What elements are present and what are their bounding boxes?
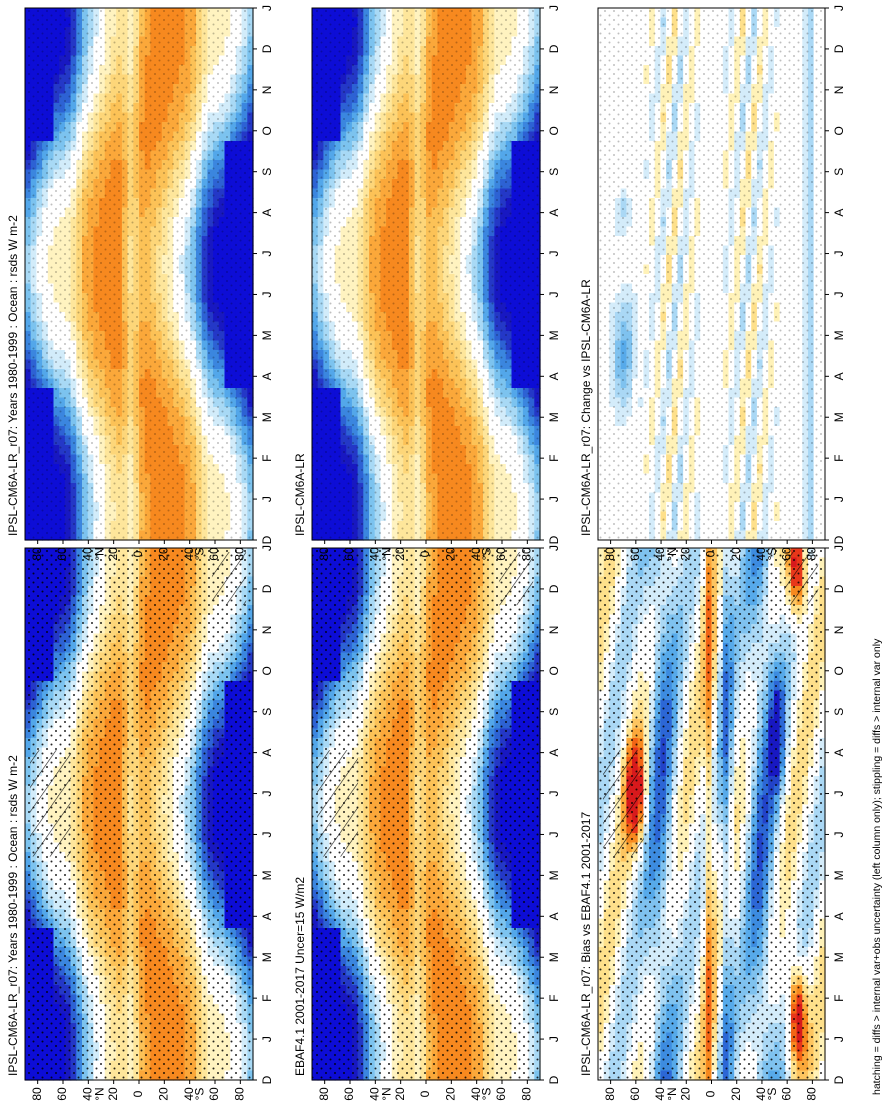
x-tick-label: F xyxy=(260,994,274,1001)
y-tick-label: 80 xyxy=(233,547,247,561)
hemisphere-label: °S xyxy=(193,548,207,561)
x-tick-label: J xyxy=(260,5,274,11)
y-tick-label: 60 xyxy=(55,547,69,561)
x-tick-label: S xyxy=(260,708,274,716)
x-tick-label: J xyxy=(260,831,274,837)
hemisphere-label: °N xyxy=(92,547,106,560)
hemisphere-label: °S xyxy=(193,1088,207,1101)
x-tick-label: M xyxy=(260,952,274,962)
panel-title: IPSL-CM6A-LR_r07: Years 1980-1999 : Ocea… xyxy=(6,215,20,536)
x-tick-label: O xyxy=(260,126,274,135)
y-tick-label: 0 xyxy=(131,1090,145,1097)
y-tick-label: 40 xyxy=(81,547,95,561)
x-tick-label: S xyxy=(260,168,274,176)
x-tick-label: J xyxy=(260,291,274,297)
hemisphere-label: °N xyxy=(92,1087,106,1100)
x-tick-label: D xyxy=(260,535,274,544)
y-tick-label: 20 xyxy=(106,547,120,561)
panel-top-left: D J F M A M J J A S O N D J 80 60 40 20 0 20 40 60 80 °N °S IPSL-… xyxy=(6,545,274,1101)
x-tick-label: A xyxy=(260,749,274,757)
x-tick-label: O xyxy=(260,666,274,675)
x-tick-label: D xyxy=(260,584,274,593)
x-tick-label: D xyxy=(260,1075,274,1084)
y-tick-label: 80 xyxy=(30,1087,44,1101)
y-tick-label: 60 xyxy=(207,547,221,561)
x-tick-label: D xyxy=(260,44,274,53)
stippling xyxy=(25,8,253,540)
y-tick-label: 20 xyxy=(157,1087,171,1101)
x-tick-label: N xyxy=(260,626,274,635)
x-tick-label: M xyxy=(260,330,274,340)
x-tick-label: J xyxy=(260,791,274,797)
y-tick-label: 0 xyxy=(131,550,145,557)
y-tick-label: 80 xyxy=(30,547,44,561)
x-tick-label: N xyxy=(260,86,274,95)
x-tick-label: J xyxy=(260,1036,274,1042)
panel-title: IPSL-CM6A-LR_r07: Years 1980-1999 : Ocea… xyxy=(6,755,20,1076)
y-tick-label: 40 xyxy=(182,547,196,561)
hatching xyxy=(211,552,247,606)
y-tick-label: 60 xyxy=(55,1087,69,1101)
y-tick-label: 40 xyxy=(182,1087,196,1101)
x-tick-label: M xyxy=(260,870,274,880)
x-tick-label: A xyxy=(260,209,274,217)
y-tick-label: 20 xyxy=(106,1087,120,1101)
x-tick-label: M xyxy=(260,412,274,422)
x-tick-label: J xyxy=(260,545,274,551)
x-tick-label: J xyxy=(260,251,274,257)
y-tick-label: 20 xyxy=(157,547,171,561)
y-tick-label: 60 xyxy=(207,1087,221,1101)
x-tick-label: A xyxy=(260,372,274,380)
hatching xyxy=(30,750,72,857)
y-tick-label: 40 xyxy=(81,1087,95,1101)
x-tick-label: F xyxy=(260,454,274,461)
x-tick-label: A xyxy=(260,912,274,920)
y-tick-label: 80 xyxy=(233,1087,247,1101)
x-tick-label: J xyxy=(260,496,274,502)
